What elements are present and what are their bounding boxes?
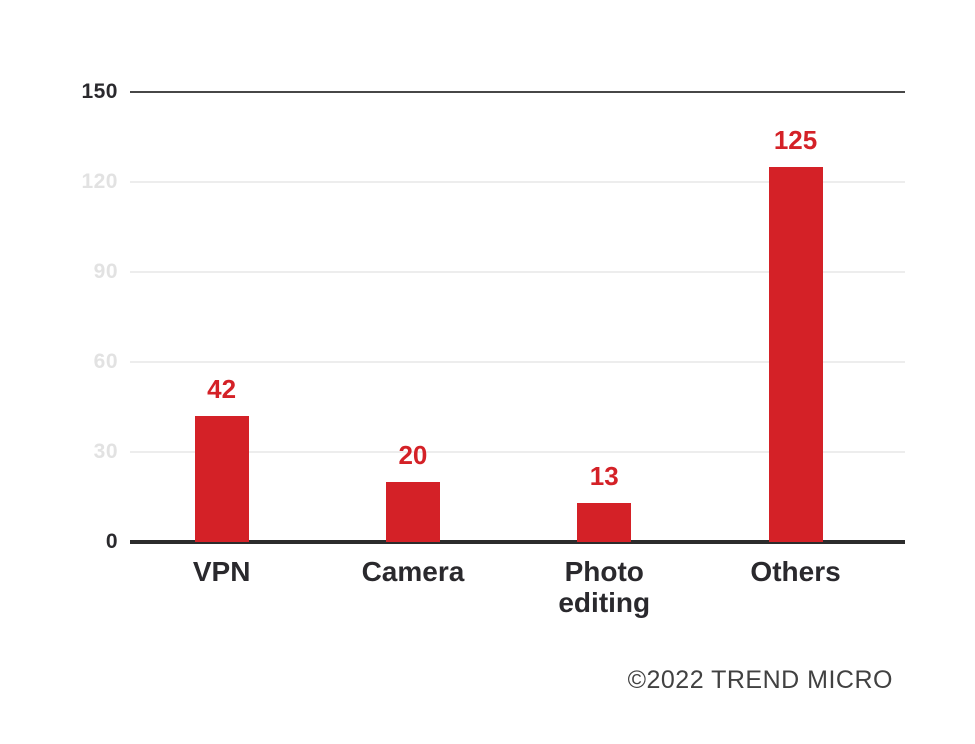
- x-axis-label-vpn: VPN: [192, 556, 251, 587]
- x-axis-label-others: Others: [750, 556, 841, 587]
- bar-value-label-photo-editing: 13: [589, 461, 619, 491]
- bar-vpn: [194, 416, 249, 542]
- bar-value-label-vpn: 42: [207, 374, 237, 404]
- x-axis-line: [130, 540, 905, 544]
- attribution-text: ©2022 TREND MICRO: [627, 666, 893, 694]
- bar-others: [768, 167, 823, 542]
- gridline-90: [130, 271, 905, 273]
- bar-value-label-others: 125: [773, 125, 818, 155]
- y-axis-tick-30: 30: [93, 440, 118, 463]
- bar-photo-editing: [577, 503, 632, 542]
- y-axis-tick-90: 90: [93, 260, 118, 283]
- bar-camera: [385, 482, 440, 542]
- y-axis-tick-120: 120: [81, 170, 118, 193]
- x-axis-label-camera: Camera: [361, 556, 465, 587]
- y-axis-tick-60: 60: [93, 350, 118, 373]
- gridline-60: [130, 361, 905, 363]
- gridline-30: [130, 451, 905, 453]
- gridline-120: [130, 181, 905, 183]
- x-axis-label-photo-editing: Photo editing: [558, 556, 651, 618]
- gridline-150: [130, 91, 905, 93]
- y-axis-tick-150: 150: [81, 80, 118, 103]
- bar-value-label-camera: 20: [398, 440, 428, 470]
- y-axis-tick-0: 0: [105, 530, 118, 553]
